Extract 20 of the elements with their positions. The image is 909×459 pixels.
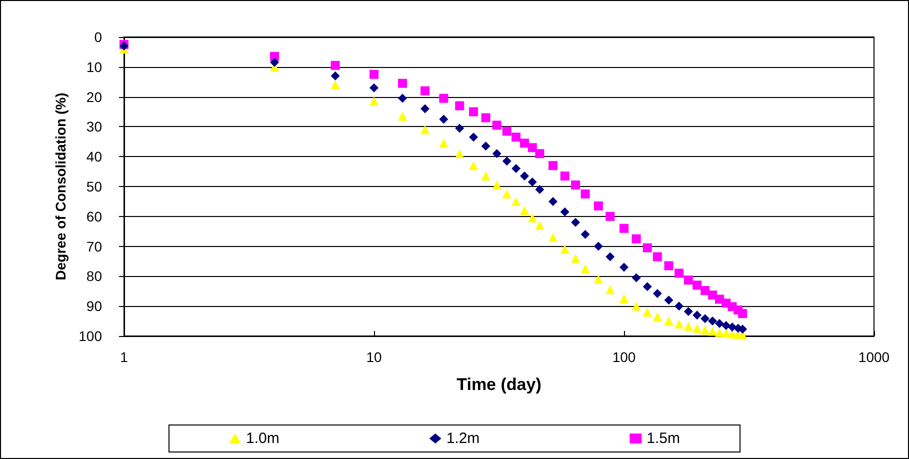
y-tick-label: 20 xyxy=(86,88,102,105)
x-tick-label: 1 xyxy=(120,349,128,365)
x-tick-label: 1000 xyxy=(858,349,890,365)
legend-label: 1.0m xyxy=(246,430,280,447)
y-tick-label: 30 xyxy=(86,118,102,135)
legend-label: 1.5m xyxy=(646,430,680,447)
x-tick-label: 100 xyxy=(612,349,636,365)
y-tick-label: 100 xyxy=(78,328,102,344)
y-tick-label: 50 xyxy=(86,178,102,194)
y-tick-label: 60 xyxy=(86,208,102,224)
y-axis-title: Degree of Consolidation (%) xyxy=(52,92,69,280)
y-tick-label: 10 xyxy=(86,58,102,75)
legend-label: 1.2m xyxy=(446,430,480,447)
y-tick-label: 0 xyxy=(94,29,102,45)
y-tick-label: 80 xyxy=(86,268,102,284)
y-tick-label: 90 xyxy=(86,298,102,314)
x-axis-title: Time (day) xyxy=(456,375,542,394)
y-tick-label: 40 xyxy=(86,148,102,165)
x-tick-label: 10 xyxy=(366,349,382,365)
y-tick-label: 70 xyxy=(86,238,102,254)
